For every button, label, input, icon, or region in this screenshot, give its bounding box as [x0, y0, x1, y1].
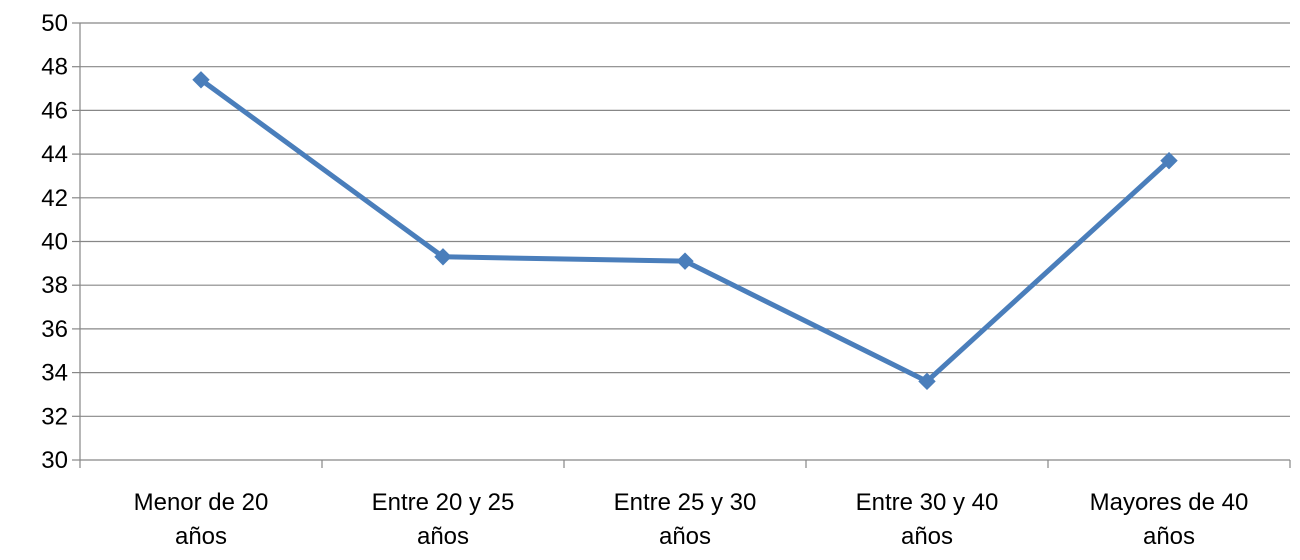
- y-axis-ticks: 30 32 34 36 38 40 42 44 46 48 50: [41, 10, 80, 474]
- x-tick-label-line: años: [417, 523, 469, 550]
- y-tick-label: 34: [41, 360, 68, 387]
- data-point: [676, 252, 694, 270]
- y-tick-label: 40: [41, 229, 68, 256]
- y-tick-label: 32: [41, 403, 68, 430]
- y-tick-label: 48: [41, 54, 68, 81]
- x-tick-label: Entre 30 y 40 años: [856, 489, 999, 550]
- x-tick-label-line: Entre 30 y 40: [856, 489, 999, 516]
- series-line: [198, 77, 1172, 384]
- x-tick-label-line: años: [1143, 523, 1195, 550]
- gridlines: [80, 22, 1290, 417]
- x-tick-label-line: años: [175, 523, 227, 550]
- x-tick-label-line: Mayores de 40: [1090, 489, 1249, 516]
- x-tick-label: Entre 25 y 30 años: [614, 489, 757, 550]
- data-point: [918, 372, 936, 391]
- data-point: [192, 71, 210, 89]
- y-tick-label: 46: [41, 97, 68, 124]
- x-tick-label-line: Entre 25 y 30: [614, 489, 757, 516]
- data-point: [1160, 151, 1178, 170]
- x-tick-label: Menor de 20 años: [134, 489, 269, 550]
- axes: [79, 23, 1290, 461]
- y-tick-label: 36: [41, 316, 68, 343]
- y-tick-label: 38: [41, 272, 68, 299]
- x-tick-label-line: años: [659, 523, 711, 550]
- x-tick-label-line: Menor de 20: [134, 489, 269, 516]
- y-tick-label: 50: [41, 10, 68, 37]
- x-tick-label-line: Entre 20 y 25: [372, 489, 515, 516]
- y-tick-label: 42: [41, 185, 68, 212]
- y-tick-label: 30: [41, 447, 68, 474]
- x-tick-label: Entre 20 y 25 años: [372, 489, 515, 550]
- y-tick-label: 44: [41, 141, 68, 168]
- x-tick-label-line: años: [901, 523, 953, 550]
- data-point: [434, 248, 452, 266]
- x-tick-label: Mayores de 40 años: [1090, 489, 1249, 550]
- series-group: [192, 71, 1178, 391]
